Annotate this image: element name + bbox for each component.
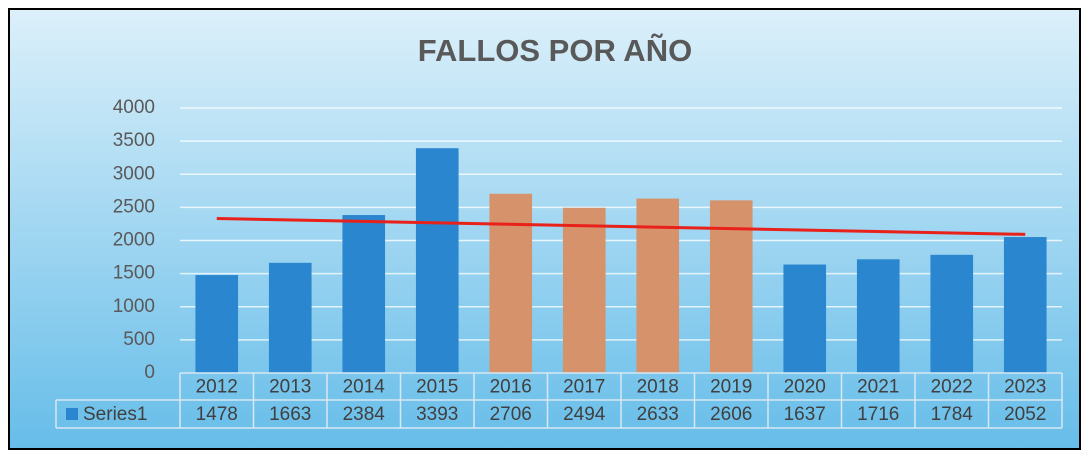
y-tick-label: 500 — [123, 329, 155, 350]
x-tick-label: 2019 — [710, 377, 752, 398]
legend-key — [66, 408, 78, 420]
table-value: 1637 — [784, 404, 826, 425]
x-tick-label: 2015 — [416, 377, 458, 398]
y-tick-label: 3500 — [113, 130, 155, 151]
table-value: 2633 — [637, 404, 679, 425]
y-tick-label: 3000 — [113, 163, 155, 184]
bar — [856, 259, 900, 373]
x-tick-label: 2023 — [1004, 377, 1046, 398]
x-tick-label: 2021 — [857, 377, 899, 398]
table-value: 1716 — [857, 404, 899, 425]
bar — [268, 262, 312, 373]
x-tick-label: 2013 — [269, 377, 311, 398]
bar — [1003, 237, 1047, 373]
legend-label: Series1 — [83, 404, 147, 425]
x-tick-label: 2012 — [196, 377, 238, 398]
y-tick-label: 1000 — [113, 296, 155, 317]
x-tick-label: 2014 — [343, 377, 386, 398]
table-value: 2384 — [343, 404, 386, 425]
x-tick-label: 2020 — [784, 377, 826, 398]
y-tick-label: 1500 — [113, 263, 155, 284]
table-value: 2494 — [563, 404, 606, 425]
bar — [415, 148, 459, 373]
y-tick-label: 0 — [144, 362, 155, 383]
x-tick-label: 2017 — [563, 377, 605, 398]
y-tick-label: 2000 — [113, 230, 155, 251]
bar — [489, 193, 533, 373]
table-value: 3393 — [416, 404, 458, 425]
bar — [783, 264, 827, 373]
x-tick-label: 2016 — [490, 377, 532, 398]
bar — [562, 207, 606, 373]
table-value: 2706 — [490, 404, 532, 425]
chart-title: FALLOS POR AÑO — [418, 33, 692, 68]
table-value: 1478 — [196, 404, 238, 425]
y-tick-label: 2500 — [113, 196, 155, 217]
trendline — [216, 217, 1026, 236]
bar — [930, 254, 974, 373]
bar — [342, 215, 386, 373]
table-value: 1663 — [269, 404, 311, 425]
chart-frame — [8, 8, 1081, 450]
x-tick-label: 2022 — [931, 377, 973, 398]
table-value: 1784 — [931, 404, 974, 425]
x-tick-label: 2018 — [637, 377, 679, 398]
bar — [709, 200, 753, 373]
table-value: 2606 — [710, 404, 752, 425]
table-value: 2052 — [1004, 404, 1046, 425]
y-tick-label: 4000 — [113, 97, 155, 118]
bar — [636, 198, 680, 373]
bar — [195, 275, 239, 373]
